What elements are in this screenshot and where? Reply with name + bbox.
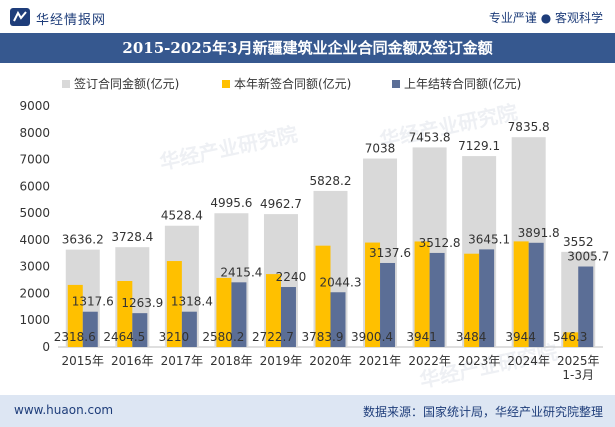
chart-area: 华经产业研究院 华经产业研究院 华经产业研究院 签订合同金额(亿元) 本年新签合同额(亿… [0,63,615,395]
legend-swatch-2 [222,80,230,88]
label-carried-over: 2240 [276,270,307,284]
label-new-signed: 3484 [456,330,487,344]
y-tick-label: 0 [42,340,50,354]
bar-new-signed [166,261,182,347]
x-tick-label: 2017年 [161,354,204,368]
label-signed-total: 3636.2 [62,233,104,247]
bar-carried-over [578,266,594,347]
label-new-signed: 2580.2 [202,330,244,344]
bar-new-signed [464,253,480,347]
label-carried-over: 3645.1 [468,232,510,246]
y-tick-label: 4000 [19,233,50,247]
data-source: 数据来源：国家统计局，华经产业研究院整理 [362,405,603,419]
bar-new-signed [513,241,529,347]
bar-new-signed [117,281,133,347]
label-signed-total: 4995.6 [210,196,252,210]
x-tick-label: 2020年 [309,354,352,368]
label-carried-over: 3891.8 [518,226,560,240]
x-tick-label: 2018年 [210,354,253,368]
x-tick-label: 1-3月 [562,368,594,382]
bar-carried-over [132,313,148,347]
label-new-signed: 3944 [505,330,536,344]
y-tick-label: 3000 [19,260,50,274]
label-signed-total: 3728.4 [111,230,153,244]
legend-label-2: 本年新签合同额(亿元) [234,76,351,91]
label-signed-total: 5828.2 [310,174,352,188]
x-tick-label: 2024年 [507,354,550,368]
legend-label-1: 签订合同金额(亿元) [74,76,179,91]
bar-new-signed [315,245,331,347]
bar-new-signed [216,277,232,347]
tagline: 专业严谨 ● 客观科学 [488,11,603,25]
chart-title: 2015-2025年3月新疆建筑业企业合同金额及签订金额 [0,33,615,63]
label-carried-over: 1263.9 [121,296,163,310]
huajing-logo-icon [10,8,30,26]
x-tick-label: 2016年 [111,354,154,368]
label-carried-over: 3005.7 [567,250,609,264]
label-signed-total: 7129.1 [458,139,500,153]
bar-carried-over [231,282,247,347]
label-new-signed: 2464.5 [103,330,145,344]
x-tick-label: 2023年 [458,354,501,368]
label-signed-total: 4528.4 [161,209,203,223]
brand-name: 华经情报网 [36,13,107,28]
x-tick-label: 2025年 [557,354,600,368]
top-bar: 华经情报网 专业严谨 ● 客观科学 [0,0,615,33]
legend-swatch-3 [392,80,400,88]
label-signed-total: 7038 [365,142,396,156]
legend-swatch-1 [62,80,70,88]
label-carried-over: 2415.4 [220,265,262,279]
footer: www.huaon.com 数据来源：国家统计局，华经产业研究院整理 [0,395,615,427]
y-tick-label: 1000 [19,313,50,327]
label-carried-over: 1317.6 [72,295,114,309]
bar-new-signed [67,284,83,347]
y-tick-label: 2000 [19,286,50,300]
label-new-signed: 3900.4 [351,330,393,344]
label-signed-total: 7453.8 [409,130,451,144]
label-carried-over: 1318.4 [171,295,213,309]
label-new-signed: 3783.9 [302,330,344,344]
bar-carried-over [82,311,98,347]
label-new-signed: 546.3 [553,330,587,344]
bar-carried-over [280,287,296,347]
x-tick-label: 2019年 [260,354,303,368]
x-tick-label: 2021年 [359,354,402,368]
bar-new-signed [414,241,430,347]
label-new-signed: 3941 [406,330,437,344]
y-tick-label: 8000 [19,126,50,140]
bar-carried-over [528,242,544,347]
label-signed-total: 3552 [563,235,594,249]
x-tick-label: 2022年 [408,354,451,368]
label-new-signed: 2318.6 [54,330,96,344]
label-carried-over: 3137.6 [369,246,411,260]
bar-new-signed [563,332,579,347]
label-carried-over: 3512.8 [419,236,461,250]
label-carried-over: 2044.3 [320,275,362,289]
label-signed-total: 7835.8 [508,120,550,134]
x-tick-label: 2015年 [61,354,104,368]
bar-new-signed [365,242,381,347]
bar-carried-over [181,311,197,347]
label-new-signed: 2722.7 [252,330,294,344]
legend-label-3: 上年结转合同额(亿元) [404,76,521,91]
y-tick-label: 9000 [19,99,50,113]
bar-carried-over [380,262,396,347]
label-signed-total: 4962.7 [260,197,302,211]
site-url: www.huaon.com [14,403,114,417]
bar-carried-over [479,249,495,347]
watermark: 华经产业研究院 [158,122,300,175]
y-tick-label: 6000 [19,179,50,193]
label-new-signed: 3210 [159,330,190,344]
bar-carried-over [429,252,445,347]
y-tick-label: 5000 [19,206,50,220]
y-tick-label: 7000 [19,153,50,167]
bar-new-signed [265,274,281,347]
bar-carried-over [330,292,346,347]
